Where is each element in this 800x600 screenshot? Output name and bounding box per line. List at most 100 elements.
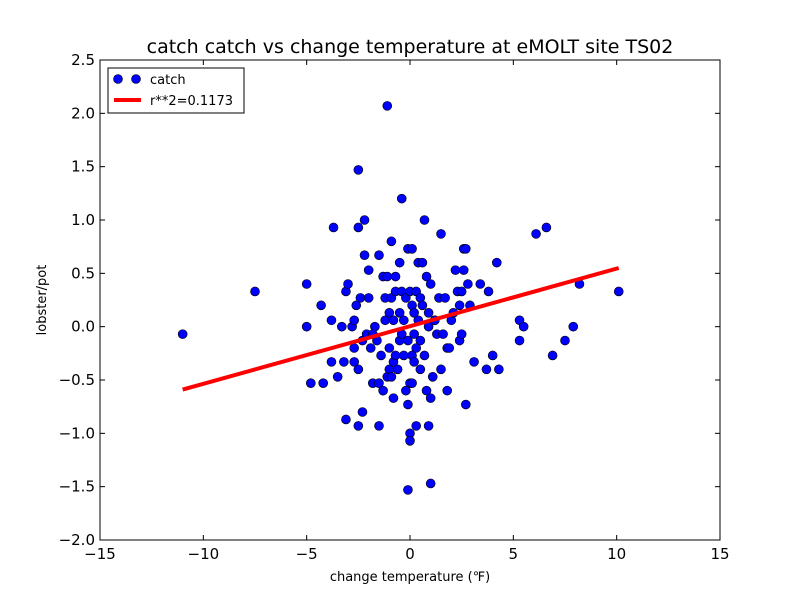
data-point [355,293,366,303]
data-point [475,279,486,289]
data-point [547,350,558,361]
data-point [401,385,411,396]
data-point [541,222,552,233]
data-point [386,371,397,382]
x-tick-label: 15 [710,545,729,563]
regression-line [182,266,620,392]
legend: catch r**2=0.1173 [107,67,245,114]
data-point [423,421,434,431]
legend-label-fit: r**2=0.1173 [150,94,233,109]
data-point [384,343,395,353]
data-point [494,364,504,375]
data-point [353,421,364,431]
y-tick-label: 0.0 [71,318,95,336]
x-tick-label: 0 [405,545,415,563]
data-point [326,357,337,367]
data-point [349,315,360,326]
data-point [390,271,401,282]
data-point [388,315,399,326]
y-tick-label: 2.0 [71,104,95,122]
data-point [409,357,419,367]
data-point [390,350,401,361]
data-point [481,364,492,375]
data-point [316,300,326,311]
data-point [351,300,362,311]
data-point [421,385,432,396]
data-point [411,421,422,431]
data-point [339,357,349,367]
data-point [332,371,343,382]
y-tick-label: −2.0 [59,531,95,549]
data-point [301,279,312,289]
data-point [518,321,529,332]
data-point [357,407,368,417]
data-point [359,250,370,260]
legend-label-catch: catch [150,73,186,88]
data-point [365,343,376,353]
data-point [415,364,426,375]
x-axis-label: change temperature (℉) [330,570,490,585]
data-point [343,279,353,289]
data-point [382,101,393,111]
legend-marker-catch [113,74,123,84]
data-point [394,257,405,268]
data-point [250,286,260,297]
data-point [398,350,409,361]
data-point [305,378,316,389]
data-point [374,250,384,260]
y-axis-label: lobster/pot [35,265,50,336]
data-point [440,293,450,303]
data-point [425,393,436,403]
data-point [613,286,624,297]
data-point [450,265,461,275]
data-point [353,364,364,375]
data-point [328,222,339,233]
data-point [403,485,413,495]
data-point [301,321,312,332]
data-point [407,244,417,254]
data-point [419,350,430,361]
data-point [392,364,403,375]
x-tick-label: 10 [607,545,626,563]
x-tick-label: −15 [84,545,116,563]
data-point [403,335,413,346]
data-point [374,421,384,431]
data-point [469,357,479,367]
data-point [421,271,432,282]
data-point [378,385,388,396]
data-point [560,335,570,346]
y-tick-label: 1.0 [71,211,95,229]
data-point [403,399,413,410]
data-point [409,307,419,318]
data-point [438,329,448,339]
data-point [409,329,419,339]
data-point [407,378,417,389]
data-point [326,315,337,326]
data-point [458,265,469,275]
data-point [456,286,467,297]
data-point [336,321,347,332]
data-point [349,357,360,367]
data-point [394,307,405,318]
data-point [359,215,370,225]
x-tick-label: 5 [509,545,519,563]
data-point [460,399,471,410]
data-point [349,343,360,353]
data-point [382,271,393,282]
data-point [415,335,426,346]
x-tick-label: −10 [188,545,220,563]
data-point [456,329,467,339]
data-point [454,300,465,311]
data-point [353,165,364,175]
data-point [386,236,397,247]
data-point [388,393,399,403]
data-point [341,414,351,425]
data-point [376,350,386,361]
data-point [384,307,395,318]
data-point [411,343,422,353]
data-point [442,385,453,396]
data-point [483,286,494,297]
data-point [396,193,407,204]
data-point [487,350,498,361]
